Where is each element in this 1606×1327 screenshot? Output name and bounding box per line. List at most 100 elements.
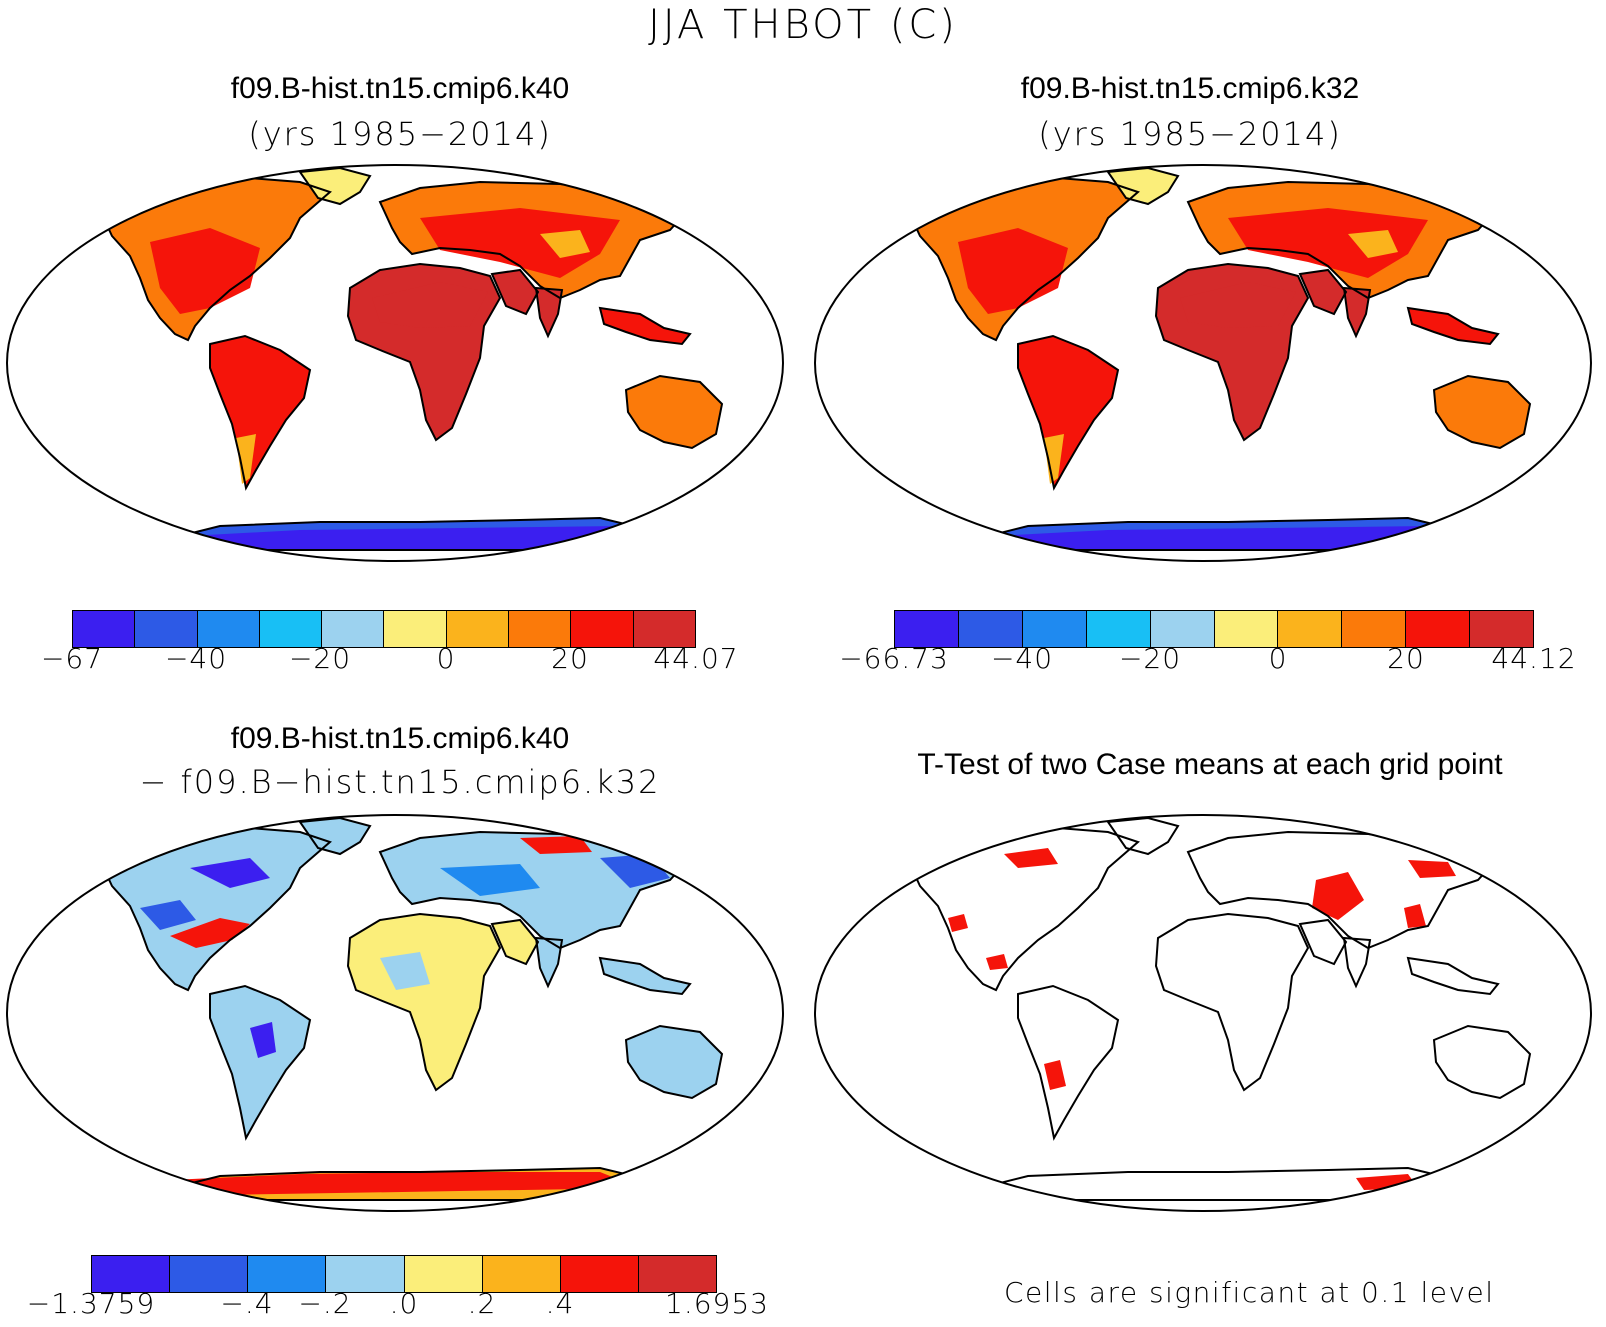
continent-se-asia-islands: [600, 308, 690, 344]
colorbar-box: [1470, 611, 1534, 647]
colorbar-box: [446, 611, 510, 647]
panel-1-map: [6, 164, 784, 562]
panel-2-colorbar: [894, 610, 1534, 648]
significant-cell-patch: [1312, 872, 1364, 920]
contour-region: [520, 836, 592, 854]
coastline-se-asia-islands: [1406, 956, 1500, 996]
coastline-north-america: [98, 176, 332, 342]
significant-cell-patch: [1004, 848, 1058, 868]
colorbar-box: [509, 611, 572, 647]
contour-region: [958, 526, 1458, 550]
continent-australia: [1434, 376, 1530, 448]
land-layer: [98, 166, 724, 551]
coastline-india: [1342, 286, 1372, 339]
coastline-africa: [346, 912, 502, 1092]
map-border: [6, 814, 784, 1212]
colorbar-tick-label: −40: [990, 642, 1054, 675]
continent-australia: [1434, 1026, 1530, 1098]
contour-region: [250, 1022, 276, 1058]
continent-arabia: [1300, 270, 1346, 314]
contour-region: [150, 526, 650, 550]
contour-region: [380, 952, 430, 990]
coastline-antarctica: [139, 516, 662, 551]
coastline-north-america: [906, 176, 1140, 342]
continent-greenland: [300, 168, 370, 204]
contour-region: [170, 918, 250, 948]
coastline-australia: [624, 1024, 724, 1100]
colorbar-tick-label: 20: [551, 642, 589, 675]
coastline-se-asia-islands: [598, 306, 692, 346]
coastline-antarctica: [139, 1166, 662, 1201]
continent-australia: [626, 376, 722, 448]
panel-2-title: f09.B-hist.tn15.cmip6.k32: [1020, 72, 1360, 105]
continent-south-america: [210, 986, 310, 1138]
map-border: [6, 164, 784, 562]
panel-3-subtitle: − f09.B−hist.tn15.cmip6.k32: [139, 763, 661, 801]
colorbar-tick-label: .4: [545, 1287, 575, 1320]
coastline-antarctica: [947, 516, 1470, 551]
colorbar-box: [895, 611, 959, 647]
coastline-south-america: [209, 334, 312, 491]
land-layer: [906, 816, 1532, 1201]
continent-greenland: [1108, 168, 1178, 204]
panel-2-subtitle: (yrs 1985−2014): [1038, 115, 1342, 153]
colorbar-tick-label: −.4: [220, 1287, 274, 1320]
coastline-australia: [1432, 374, 1532, 450]
colorbar-box: [1406, 611, 1471, 647]
coastline-north-america: [906, 826, 1140, 992]
coastline-south-america: [1017, 334, 1120, 491]
continent-india: [1344, 288, 1370, 336]
coastline-arabia: [1298, 268, 1348, 316]
coastline-south-america: [1017, 984, 1120, 1141]
continent-antarctica: [948, 1168, 1468, 1200]
colorbar-box: [571, 611, 634, 647]
contour-region: [420, 208, 620, 278]
continent-australia: [626, 1026, 722, 1098]
contour-region: [1044, 434, 1064, 484]
coastline-australia: [624, 374, 724, 450]
continent-india: [1344, 938, 1370, 986]
colorbar-tick-label: −20: [1118, 642, 1182, 675]
map-border: [814, 814, 1592, 1212]
colorbar-box: [326, 1256, 405, 1292]
coastline-greenland: [298, 166, 372, 206]
contour-region: [540, 230, 590, 258]
coastline-arabia: [490, 918, 540, 966]
coastline-africa: [1154, 262, 1310, 442]
continent-arabia: [492, 270, 538, 314]
colorbar-tick-label: 1.6953: [665, 1287, 769, 1320]
coastline-se-asia-islands: [1406, 306, 1500, 346]
coastline-north-america: [98, 826, 332, 992]
colorbar-box: [958, 611, 1023, 647]
panel-1-subtitle: (yrs 1985−2014): [248, 115, 552, 153]
coastline-africa: [1154, 912, 1310, 1092]
contour-region: [236, 434, 256, 484]
contour-region: [190, 858, 270, 888]
panel-1-title: f09.B-hist.tn15.cmip6.k40: [230, 72, 570, 105]
contour-region: [1180, 282, 1296, 328]
coastline-india: [534, 936, 564, 989]
colorbar-box: [633, 611, 695, 647]
colorbar-box: [638, 1256, 716, 1292]
continent-greenland: [300, 818, 370, 854]
land-layer: [98, 816, 724, 1201]
contour-region: [140, 900, 196, 930]
significant-cell-patch: [948, 914, 968, 932]
continent-se-asia-islands: [1408, 308, 1498, 344]
coastline-africa: [346, 262, 502, 442]
colorbar-box: [248, 1256, 327, 1292]
colorbar-box: [170, 1256, 249, 1292]
colorbar-tick-label: −66.73: [839, 642, 949, 675]
coastline-australia: [1432, 1024, 1532, 1100]
coastline-south-america: [209, 984, 312, 1141]
significant-cell-patch: [1044, 1060, 1066, 1090]
colorbar-box: [135, 611, 198, 647]
coastline-greenland: [298, 816, 372, 856]
contour-region: [440, 864, 540, 896]
colorbar-tick-label: 0: [436, 642, 456, 675]
colorbar-box: [259, 611, 323, 647]
contour-region: [372, 282, 488, 328]
coastline-arabia: [490, 268, 540, 316]
colorbar-tick-label: 20: [1387, 642, 1425, 675]
colorbar-tick-label: −67: [40, 642, 104, 675]
